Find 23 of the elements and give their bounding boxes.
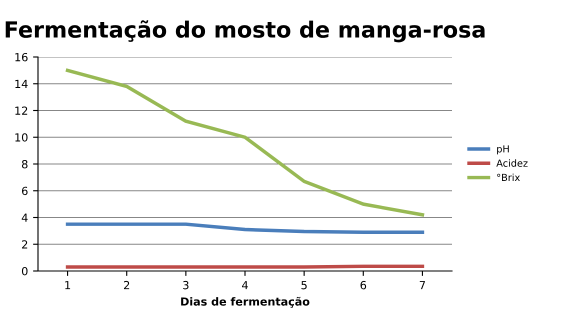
x-tick-label: 1 bbox=[65, 281, 70, 290]
y-tick-label: 6 bbox=[22, 186, 28, 196]
y-tick-label: 8 bbox=[22, 160, 28, 168]
y-tick-label: 14 bbox=[15, 80, 28, 88]
x-tick-label: 2 bbox=[124, 280, 130, 290]
legend-label: Acidez bbox=[496, 159, 528, 167]
y-tick-label: 2 bbox=[22, 240, 28, 248]
y-tick-label: 0 bbox=[22, 266, 28, 276]
x-tick-label: 5 bbox=[301, 281, 307, 290]
chart-title: Fermentação do mosto de manga-rosa bbox=[6, 20, 485, 42]
x-tick-label: 6 bbox=[360, 280, 366, 290]
x-axis-title: Dias de fermentação bbox=[181, 296, 310, 308]
y-tick-label: 10 bbox=[15, 133, 28, 142]
x-tick-label: 4 bbox=[242, 281, 248, 290]
y-tick-label: 12 bbox=[15, 106, 28, 115]
legend-label: °Brix bbox=[497, 174, 520, 181]
y-tick-label: 4 bbox=[22, 214, 28, 222]
y-tick-label: 16 bbox=[15, 52, 28, 62]
line-series bbox=[66, 68, 424, 217]
line-series bbox=[66, 222, 424, 234]
x-tick-label: 3 bbox=[183, 280, 188, 290]
legend-label: pH bbox=[497, 145, 509, 154]
x-tick-label: 7 bbox=[420, 281, 426, 290]
